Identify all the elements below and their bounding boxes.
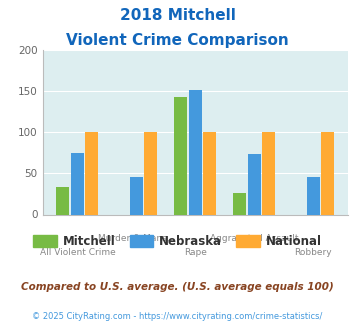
Bar xyxy=(144,132,157,214)
Bar xyxy=(130,177,143,214)
Text: Aggravated Assault: Aggravated Assault xyxy=(210,234,299,243)
Bar xyxy=(321,132,334,214)
Bar xyxy=(56,187,70,214)
Text: 2018 Mitchell: 2018 Mitchell xyxy=(120,8,235,23)
Bar xyxy=(174,97,187,214)
Bar xyxy=(203,132,216,214)
Text: Robbery: Robbery xyxy=(294,248,332,257)
Bar xyxy=(307,177,320,214)
Text: Murder & Mans...: Murder & Mans... xyxy=(98,234,175,243)
Text: Rape: Rape xyxy=(184,248,207,257)
Text: © 2025 CityRating.com - https://www.cityrating.com/crime-statistics/: © 2025 CityRating.com - https://www.city… xyxy=(32,312,323,321)
Bar xyxy=(189,90,202,214)
Text: Violent Crime Comparison: Violent Crime Comparison xyxy=(66,33,289,48)
Text: Compared to U.S. average. (U.S. average equals 100): Compared to U.S. average. (U.S. average … xyxy=(21,282,334,292)
Text: All Violent Crime: All Violent Crime xyxy=(39,248,115,257)
Bar xyxy=(85,132,98,214)
Bar xyxy=(233,193,246,214)
Legend: Mitchell, Nebraska, National: Mitchell, Nebraska, National xyxy=(28,231,327,253)
Bar xyxy=(71,152,84,214)
Bar xyxy=(262,132,275,214)
Bar xyxy=(248,154,261,214)
